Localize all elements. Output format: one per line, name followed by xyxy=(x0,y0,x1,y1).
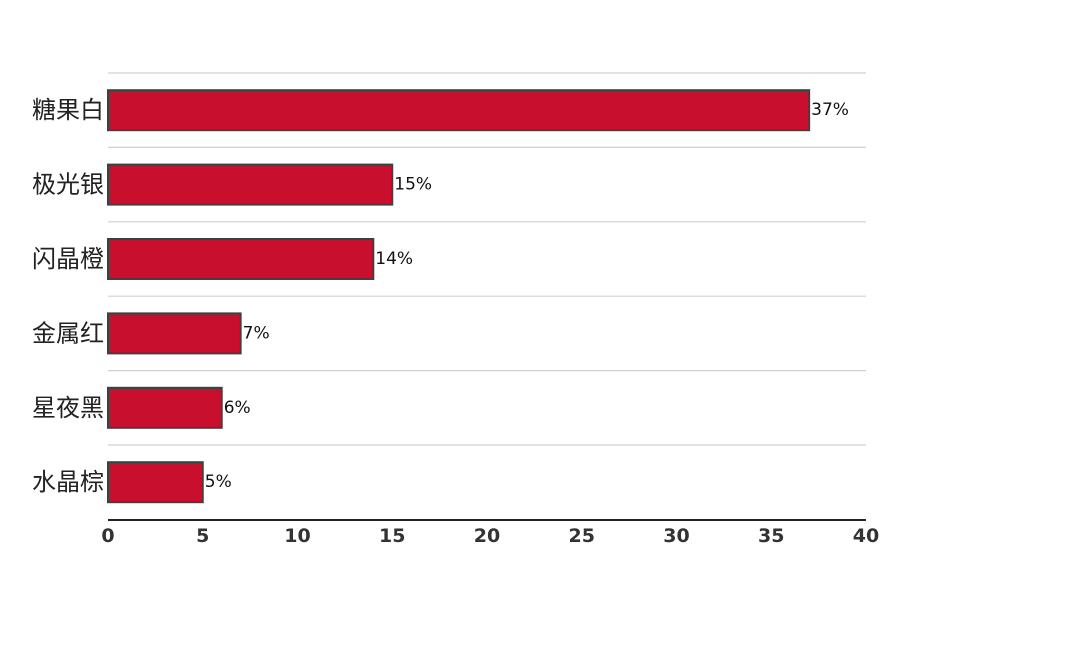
bars-layer xyxy=(107,89,811,504)
category-label: 金属红 xyxy=(32,319,104,347)
x-tick-label: 35 xyxy=(758,525,784,547)
category-label: 水晶棕 xyxy=(32,468,104,496)
data-label: 15% xyxy=(394,175,432,195)
x-tick-label: 20 xyxy=(474,525,500,547)
data-labels: 37% 15% 14% 7% 6% 5% xyxy=(205,100,849,492)
x-tick-label: 10 xyxy=(284,525,310,547)
category-label: 星夜黑 xyxy=(32,394,104,422)
x-tick-label: 15 xyxy=(379,525,405,547)
data-label: 14% xyxy=(375,249,413,269)
bar xyxy=(107,163,394,206)
bar xyxy=(107,312,242,355)
x-tick-label: 25 xyxy=(569,525,595,547)
x-tick-label: 40 xyxy=(853,525,879,547)
bar xyxy=(107,461,204,504)
bar xyxy=(107,89,811,132)
data-label: 37% xyxy=(811,100,849,120)
x-tick-label: 30 xyxy=(663,525,689,547)
x-tick-label: 5 xyxy=(196,525,209,547)
grid-layer xyxy=(108,72,866,446)
data-label: 6% xyxy=(224,398,251,418)
bar xyxy=(107,238,375,280)
category-label: 闪晶橙 xyxy=(32,245,104,273)
x-tick-labels: 0 5 10 15 20 25 30 35 40 xyxy=(101,525,879,547)
data-label: 5% xyxy=(205,472,232,492)
bar xyxy=(107,386,223,429)
data-label: 7% xyxy=(243,323,270,343)
x-tick-label: 0 xyxy=(101,525,114,547)
category-label: 糖果白 xyxy=(32,96,104,124)
category-label: 极光银 xyxy=(32,171,104,199)
